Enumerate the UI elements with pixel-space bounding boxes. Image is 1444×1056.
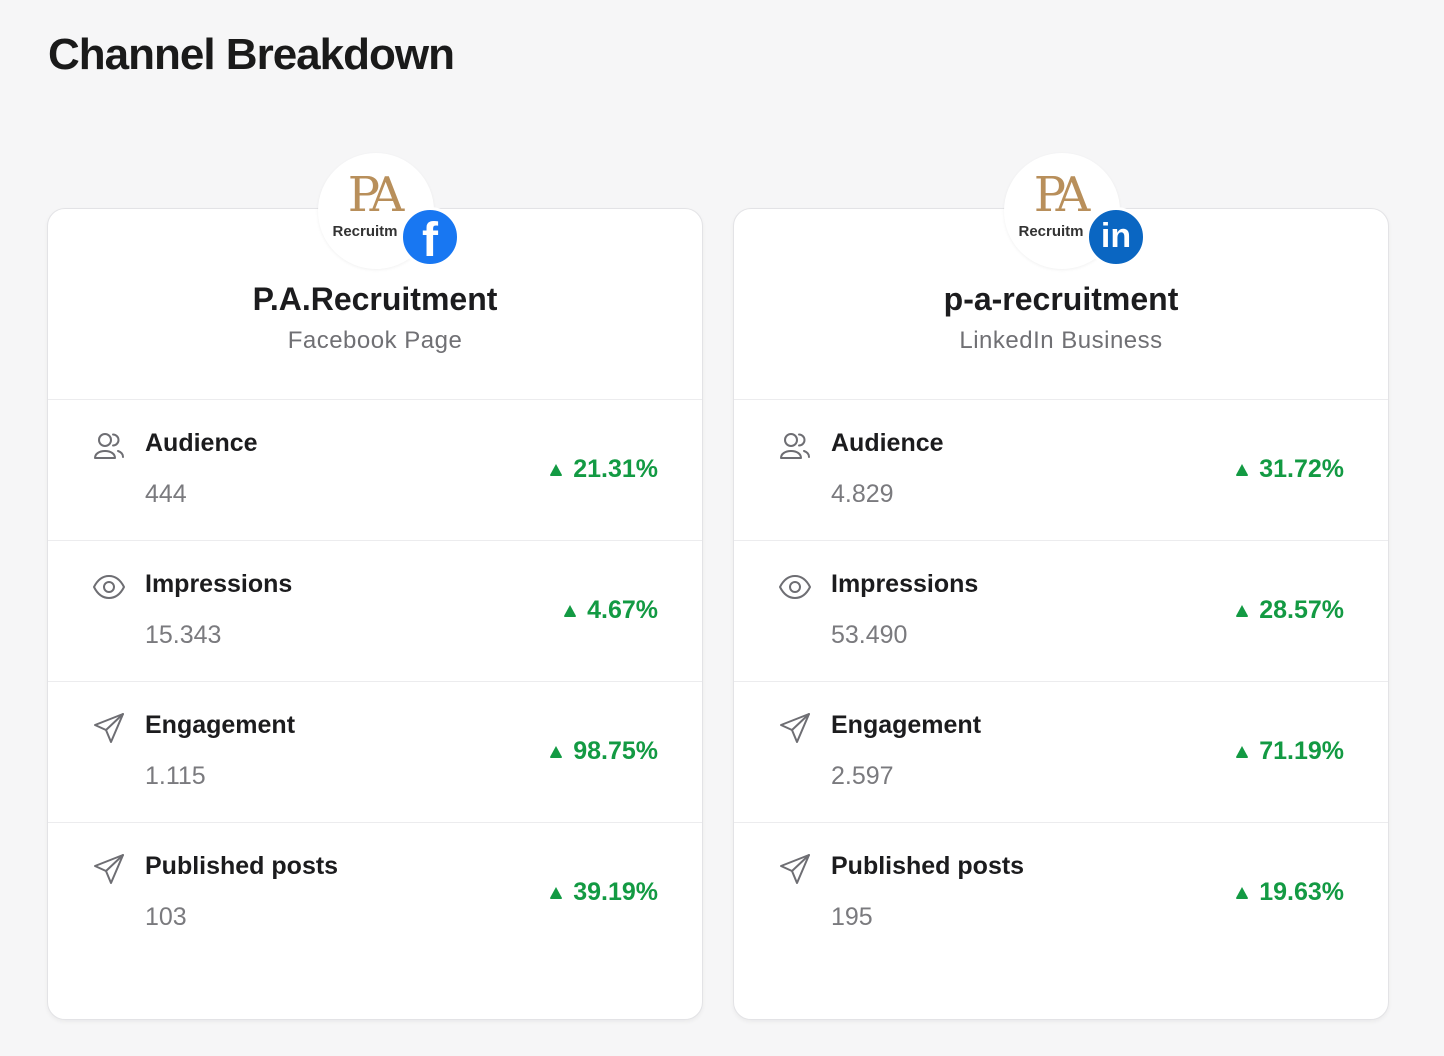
metric-label: Impressions bbox=[831, 570, 979, 598]
channel-name: P.A.Recruitment bbox=[252, 281, 498, 317]
send-icon bbox=[94, 854, 124, 884]
arrow-up-icon bbox=[550, 463, 563, 476]
metric-change: 4.67% bbox=[563, 596, 658, 625]
metric-change-value: 71.19% bbox=[1259, 737, 1344, 765]
metric-row-audience: Audience 444 21.31% bbox=[48, 399, 702, 541]
metric-change: 21.31% bbox=[549, 455, 658, 484]
metric-change-value: 21.31% bbox=[573, 455, 658, 483]
metric-change-value: 28.57% bbox=[1259, 596, 1344, 624]
metric-value: 103 bbox=[145, 903, 187, 931]
metric-label: Published posts bbox=[145, 852, 339, 880]
arrow-up-icon bbox=[550, 745, 563, 758]
metric-label: Audience bbox=[145, 429, 258, 457]
arrow-up-icon bbox=[550, 886, 563, 899]
metric-change: 39.19% bbox=[549, 878, 658, 907]
metric-change-value: 39.19% bbox=[573, 878, 658, 906]
metric-row-audience: Audience 4.829 31.72% bbox=[734, 399, 1388, 541]
arrow-up-icon bbox=[1236, 604, 1249, 617]
channel-type: LinkedIn Business bbox=[959, 327, 1163, 354]
channel-type: Facebook Page bbox=[287, 327, 463, 354]
brand-logo-mark: PA bbox=[347, 167, 405, 223]
metric-value: 1.115 bbox=[145, 762, 206, 790]
send-icon bbox=[780, 713, 810, 743]
metric-value: 4.829 bbox=[831, 480, 894, 508]
facebook-icon: f bbox=[400, 207, 460, 267]
metric-row-impressions: Impressions 53.490 28.57% bbox=[734, 540, 1388, 682]
metric-value: 15.343 bbox=[145, 621, 222, 649]
send-icon bbox=[94, 713, 124, 743]
brand-logo-text: Recruitm bbox=[332, 223, 398, 240]
metric-change-value: 19.63% bbox=[1259, 878, 1344, 906]
metric-change-value: 98.75% bbox=[573, 737, 658, 765]
metric-value: 2.597 bbox=[831, 762, 894, 790]
metric-label: Published posts bbox=[831, 852, 1025, 880]
channel-card-facebook[interactable]: PA Recruitm f P.A.Recruitment Facebook P… bbox=[47, 153, 703, 1020]
metric-row-published-posts: Published posts 195 19.63% bbox=[734, 822, 1388, 963]
channel-card-header: PA Recruitm in p-a-recruitment LinkedIn … bbox=[734, 153, 1388, 400]
brand-logo-mark: PA bbox=[1033, 167, 1091, 223]
channel-avatar: PA Recruitm in bbox=[1004, 153, 1146, 269]
arrow-up-icon bbox=[564, 604, 577, 617]
channel-card-header: PA Recruitm f P.A.Recruitment Facebook P… bbox=[48, 153, 702, 400]
metric-row-engagement: Engagement 1.115 98.75% bbox=[48, 681, 702, 823]
eye-icon bbox=[779, 575, 811, 599]
metric-change: 71.19% bbox=[1235, 737, 1344, 766]
arrow-up-icon bbox=[1236, 745, 1249, 758]
metric-change-value: 31.72% bbox=[1259, 455, 1344, 483]
page-title: Channel Breakdown bbox=[48, 30, 455, 79]
eye-icon bbox=[93, 575, 125, 599]
metric-row-impressions: Impressions 15.343 4.67% bbox=[48, 540, 702, 682]
metric-label: Audience bbox=[831, 429, 944, 457]
metric-row-engagement: Engagement 2.597 71.19% bbox=[734, 681, 1388, 823]
metric-value: 444 bbox=[145, 480, 187, 508]
metric-change-value: 4.67% bbox=[587, 596, 658, 624]
channel-card-linkedin[interactable]: PA Recruitm in p-a-recruitment LinkedIn … bbox=[733, 153, 1389, 1020]
send-icon bbox=[780, 854, 810, 884]
arrow-up-icon bbox=[1236, 463, 1249, 476]
metric-change: 19.63% bbox=[1235, 878, 1344, 907]
brand-logo-text: Recruitm bbox=[1018, 223, 1084, 240]
metric-change: 31.72% bbox=[1235, 455, 1344, 484]
metric-label: Engagement bbox=[831, 711, 982, 739]
metric-change: 98.75% bbox=[549, 737, 658, 766]
users-icon bbox=[780, 433, 810, 459]
users-icon bbox=[94, 433, 124, 459]
metric-value: 53.490 bbox=[831, 621, 908, 649]
channel-name: p-a-recruitment bbox=[943, 281, 1179, 317]
linkedin-icon: in bbox=[1086, 207, 1146, 267]
metric-value: 195 bbox=[831, 903, 873, 931]
metric-label: Engagement bbox=[145, 711, 296, 739]
metric-row-published-posts: Published posts 103 39.19% bbox=[48, 822, 702, 963]
metric-label: Impressions bbox=[145, 570, 293, 598]
arrow-up-icon bbox=[1236, 886, 1249, 899]
metric-change: 28.57% bbox=[1235, 596, 1344, 625]
channel-avatar: PA Recruitm f bbox=[318, 153, 460, 269]
